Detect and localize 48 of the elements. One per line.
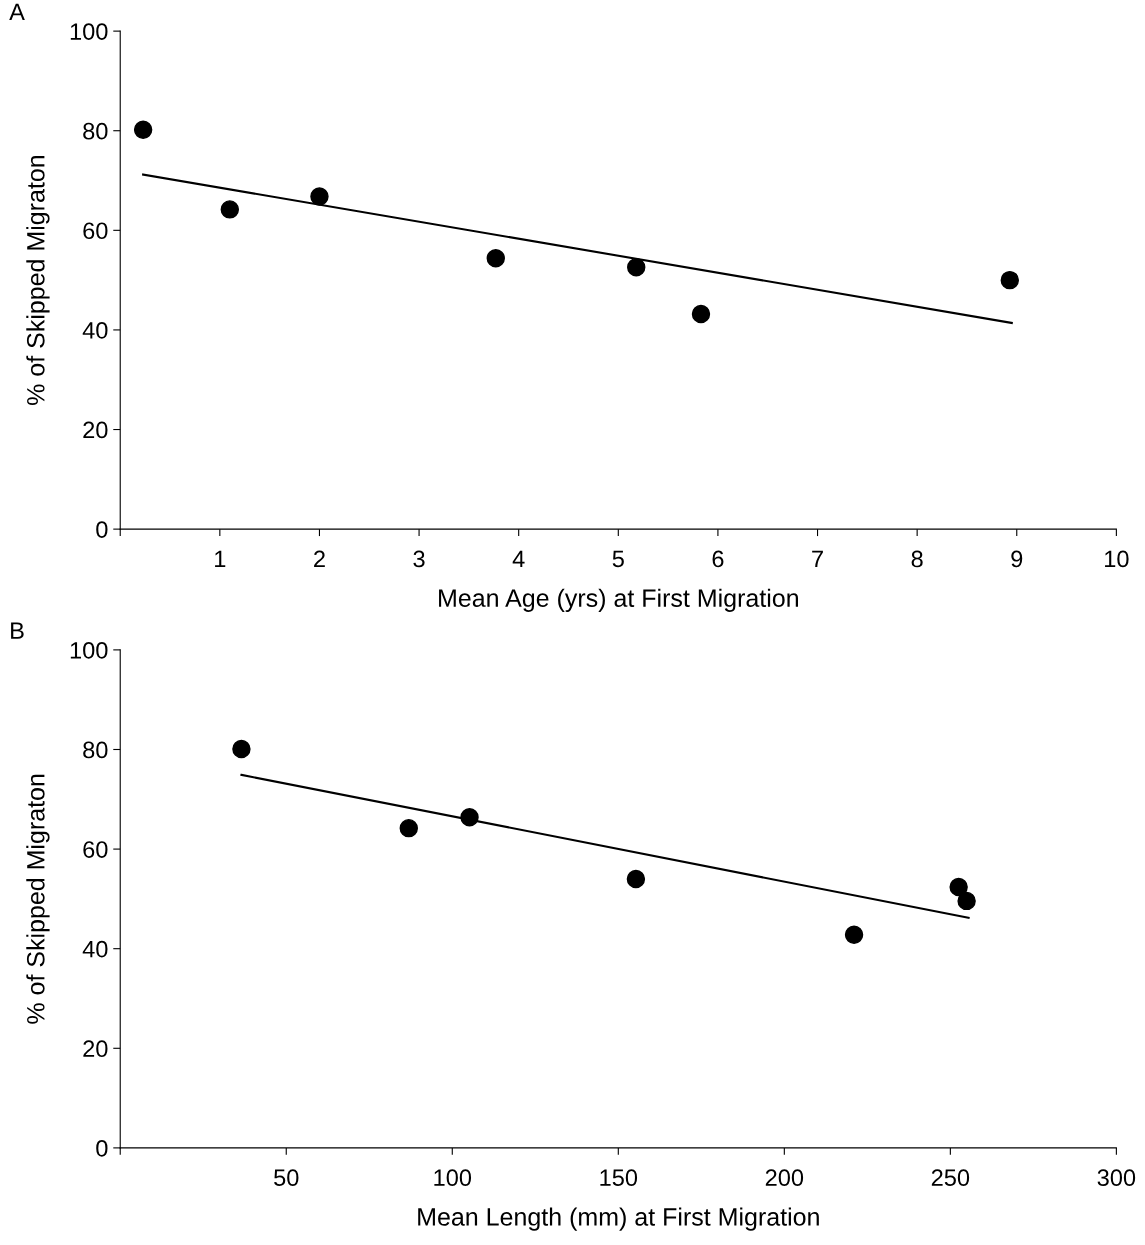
point	[1000, 270, 1019, 290]
y-tick-label: 60	[83, 841, 108, 858]
text: A	[9, 3, 25, 20]
y-axis-title: % of Skipped Migraton	[26, 774, 50, 1024]
y-tick-label: 40	[82, 940, 108, 958]
x-tick-label: 50	[274, 1169, 299, 1187]
x-tick-label: 1	[215, 550, 226, 568]
point	[399, 818, 418, 838]
x-tick-label: 10	[1105, 550, 1129, 568]
y-tick-label: 80	[83, 741, 108, 759]
x-tick-label: 9	[1011, 550, 1023, 568]
x-tick-label: 4	[512, 550, 525, 568]
point	[220, 200, 240, 219]
y-tick-label: 20	[83, 1040, 108, 1058]
point	[626, 869, 646, 889]
y-tick-label: 0	[96, 521, 108, 538]
point	[844, 925, 864, 944]
x-tick-label: 2	[314, 550, 325, 568]
point	[133, 120, 153, 139]
point	[486, 249, 505, 268]
point	[949, 877, 968, 897]
x-tick-label: 200	[765, 1169, 804, 1187]
y-tick-label: 100	[70, 641, 108, 659]
x-tick-label: 300	[1097, 1169, 1136, 1187]
x-tick-label: 6	[712, 550, 724, 568]
y-tick-label: 100	[70, 23, 108, 40]
x-tick-label: 250	[931, 1169, 970, 1187]
y-tick-label: 20	[83, 421, 108, 439]
x-axis-title: Mean Length (mm) at First Migration	[418, 1207, 819, 1231]
y-axis-title: % of Skipped Migraton	[26, 155, 50, 405]
y-tick-label: 60	[83, 222, 108, 240]
point	[691, 304, 711, 324]
y-tick-label: 80	[83, 122, 108, 140]
x-tick-label: 3	[413, 550, 425, 568]
point	[232, 739, 251, 759]
y-tick-label: 40	[82, 321, 108, 339]
point	[310, 187, 329, 206]
point	[957, 891, 976, 911]
x-tick-label: 150	[600, 1169, 638, 1187]
y-tick-label: 0	[96, 1139, 108, 1157]
x-tick-label: 5	[612, 550, 624, 568]
x-tick-label: 100	[434, 1169, 472, 1187]
x-axis-title: Mean Age (yrs) at First Migration	[439, 588, 798, 612]
x-tick-label: 7	[812, 550, 823, 568]
point	[627, 257, 646, 277]
point	[460, 808, 479, 827]
text: B	[11, 622, 24, 639]
x-tick-label: 8	[911, 550, 923, 568]
